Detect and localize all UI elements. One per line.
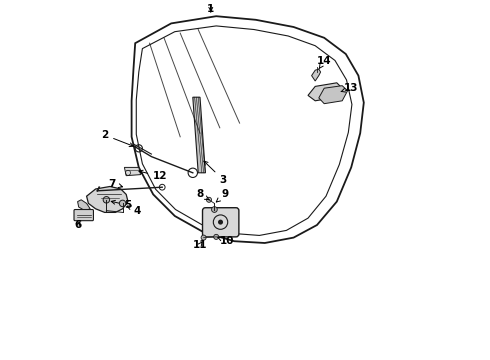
Text: 2: 2 <box>101 130 133 147</box>
Circle shape <box>218 220 223 225</box>
Polygon shape <box>308 83 342 101</box>
Text: 14: 14 <box>317 56 332 69</box>
Text: 9: 9 <box>216 189 229 202</box>
Polygon shape <box>124 167 141 176</box>
Text: 8: 8 <box>196 189 209 200</box>
Text: 6: 6 <box>74 220 81 230</box>
Text: 12: 12 <box>139 170 168 181</box>
Circle shape <box>120 200 126 207</box>
Circle shape <box>212 207 217 212</box>
Text: 10: 10 <box>217 236 234 246</box>
Text: 13: 13 <box>341 83 359 93</box>
Polygon shape <box>87 186 128 212</box>
Text: 4: 4 <box>127 206 141 216</box>
Text: 7: 7 <box>108 179 122 189</box>
FancyBboxPatch shape <box>202 208 239 237</box>
Polygon shape <box>319 86 347 104</box>
Circle shape <box>206 197 212 202</box>
Polygon shape <box>77 200 90 211</box>
Circle shape <box>214 234 219 239</box>
Text: 3: 3 <box>204 161 227 185</box>
Text: 1: 1 <box>207 4 215 14</box>
Polygon shape <box>312 69 320 81</box>
FancyBboxPatch shape <box>74 210 94 221</box>
Text: 11: 11 <box>193 240 207 250</box>
Text: 5: 5 <box>111 200 132 210</box>
Circle shape <box>201 235 206 240</box>
Circle shape <box>103 197 110 203</box>
Polygon shape <box>193 97 205 173</box>
